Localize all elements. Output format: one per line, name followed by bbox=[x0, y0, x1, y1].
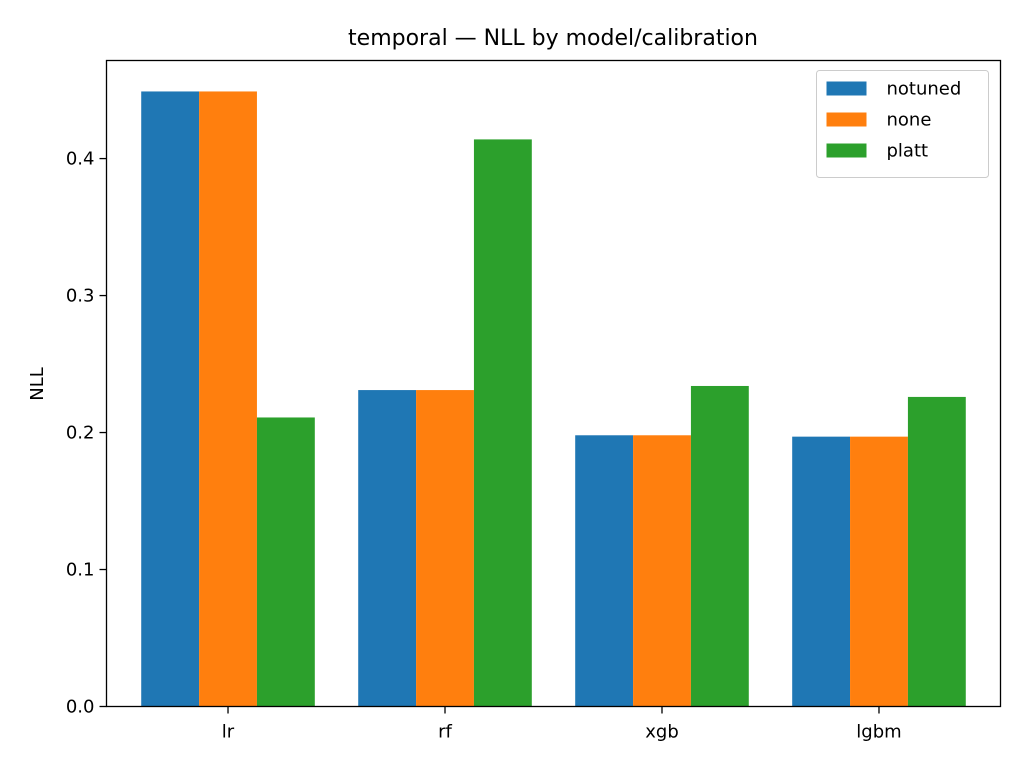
bar-platt-lgbm bbox=[907, 396, 966, 707]
legend-label-notuned: notuned bbox=[887, 79, 962, 100]
bar-none-xgb bbox=[633, 435, 691, 707]
plot-frame bbox=[105, 59, 1002, 708]
legend-swatch-notuned bbox=[826, 81, 867, 96]
legend-label-none: none bbox=[887, 110, 932, 131]
bar-none-rf bbox=[416, 390, 474, 707]
legend: notuned none platt bbox=[816, 70, 989, 178]
chart-title: temporal — NLL by model/calibration bbox=[348, 26, 758, 51]
bar-platt-lr bbox=[256, 417, 315, 707]
y-tick-label: 0.3 bbox=[66, 286, 95, 307]
bar-notuned-rf bbox=[358, 390, 417, 707]
x-tick-label-lgbm: lgbm bbox=[856, 722, 901, 743]
bar-notuned-xgb bbox=[575, 435, 634, 707]
bar-platt-xgb bbox=[690, 385, 749, 707]
bar-notuned-lgbm bbox=[792, 436, 851, 707]
bar-none-lgbm bbox=[850, 436, 908, 707]
y-tick-label: 0.1 bbox=[66, 560, 95, 581]
x-tick-label-lr: lr bbox=[222, 722, 235, 743]
y-tick-label: 0.4 bbox=[66, 149, 95, 170]
bar-platt-rf bbox=[473, 139, 532, 707]
x-tick-label-rf: rf bbox=[438, 722, 452, 743]
legend-swatch-none bbox=[826, 112, 867, 127]
y-tick-label: 0.0 bbox=[66, 697, 95, 718]
legend-swatch-platt bbox=[826, 143, 867, 158]
bars-layer bbox=[141, 91, 966, 707]
legend-label-platt: platt bbox=[887, 141, 929, 162]
x-tick-label-xgb: xgb bbox=[645, 722, 679, 743]
y-axis-label: NLL bbox=[27, 367, 48, 401]
ticks-layer: 0.0 0.1 0.2 0.3 0.4 lr rf xgb lgbm bbox=[66, 149, 902, 743]
y-tick-label: 0.2 bbox=[66, 423, 95, 444]
bar-notuned-lr bbox=[141, 91, 200, 707]
bar-none-lr bbox=[199, 91, 257, 707]
